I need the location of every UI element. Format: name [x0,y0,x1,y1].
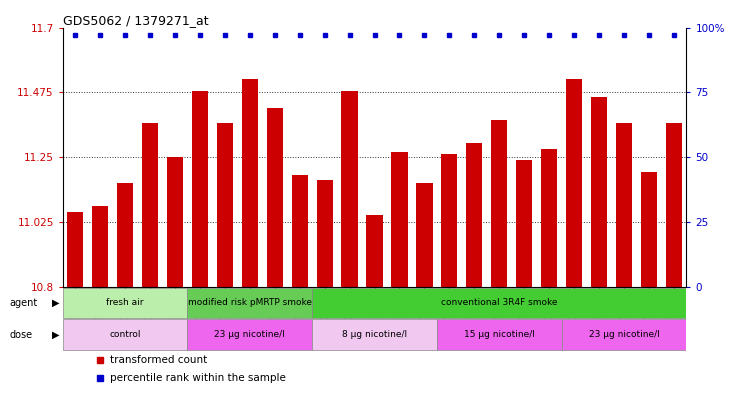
Bar [541,149,557,287]
Text: 8 μg nicotine/l: 8 μg nicotine/l [342,330,407,339]
Text: 23 μg nicotine/l: 23 μg nicotine/l [589,330,659,339]
Bar [566,79,582,287]
Text: dose: dose [10,330,33,340]
Bar [192,91,208,287]
Bar [492,120,507,287]
Bar [63,288,187,318]
Bar [292,174,308,287]
Bar [367,215,382,287]
Bar [92,206,108,287]
Text: modified risk pMRTP smoke: modified risk pMRTP smoke [187,298,312,307]
Text: conventional 3R4F smoke: conventional 3R4F smoke [441,298,557,307]
Bar [437,320,562,350]
Bar [441,154,458,287]
Text: fresh air: fresh air [106,298,144,307]
Text: ▶: ▶ [52,330,59,340]
Bar [342,91,358,287]
Text: percentile rank within the sample: percentile rank within the sample [109,373,286,383]
Text: agent: agent [10,298,38,308]
Bar [312,288,686,318]
Bar [641,172,657,287]
Bar [466,143,483,287]
Bar [67,212,83,287]
Bar [63,320,187,350]
Text: control: control [109,330,141,339]
Bar [562,320,686,350]
Bar [666,123,682,287]
Bar [616,123,632,287]
Bar [187,320,312,350]
Text: 23 μg nicotine/l: 23 μg nicotine/l [215,330,285,339]
Bar [591,97,607,287]
Bar [142,123,158,287]
Bar [217,123,233,287]
Bar [312,320,437,350]
Bar [187,288,312,318]
Bar [391,152,407,287]
Bar [317,180,333,287]
Text: transformed count: transformed count [109,355,207,365]
Text: 15 μg nicotine/l: 15 μg nicotine/l [463,330,535,339]
Bar [242,79,258,287]
Bar [167,157,183,287]
Text: GDS5062 / 1379271_at: GDS5062 / 1379271_at [63,15,208,28]
Bar [266,108,283,287]
Bar [117,183,133,287]
Text: ▶: ▶ [52,298,59,308]
Bar [516,160,532,287]
Bar [416,183,432,287]
